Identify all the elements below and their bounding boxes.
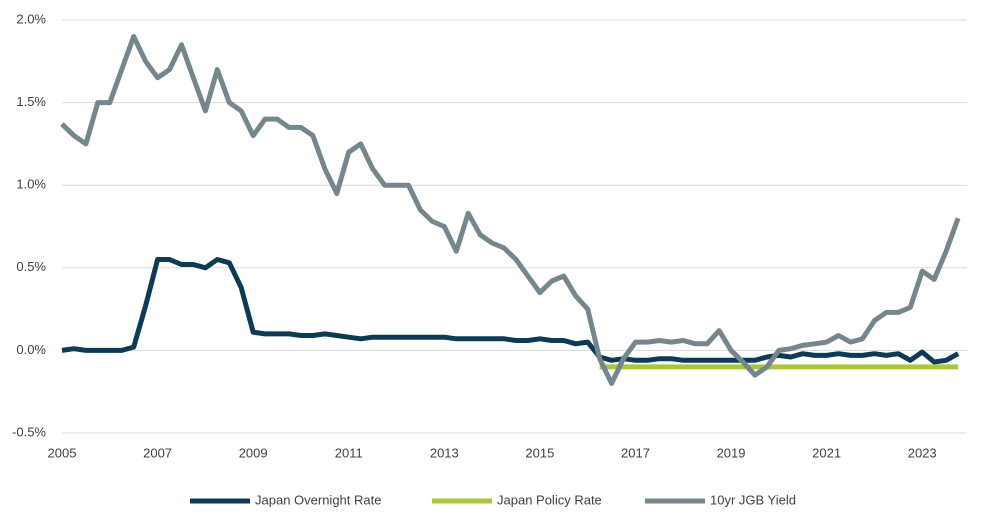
- y-tick-label: 0.5%: [16, 259, 46, 274]
- x-tick-label: 2019: [717, 445, 746, 460]
- legend-label: Japan Overnight Rate: [255, 492, 381, 507]
- x-tick-label: 2021: [812, 445, 841, 460]
- x-tick-label: 2011: [335, 445, 363, 460]
- x-tick-label: 2007: [143, 445, 172, 460]
- x-tick-label: 2013: [430, 445, 459, 460]
- x-tick-label: 2015: [525, 445, 554, 460]
- x-tick-label: 2023: [908, 445, 937, 460]
- series-line: [61, 257, 960, 365]
- x-tick-label: 2009: [239, 445, 268, 460]
- y-tick-label: 2.0%: [16, 11, 46, 26]
- x-tick-label: 2005: [48, 445, 77, 460]
- legend-label: Japan Policy Rate: [497, 492, 602, 507]
- y-tick-label: 1.5%: [16, 94, 46, 109]
- x-tick-label: 2017: [621, 445, 650, 460]
- y-tick-label: 1.0%: [16, 177, 46, 192]
- y-tick-label: 0.0%: [16, 342, 46, 357]
- series-line: [60, 34, 961, 386]
- y-tick-label: -0.5%: [12, 424, 46, 439]
- legend-label: 10yr JGB Yield: [710, 492, 796, 507]
